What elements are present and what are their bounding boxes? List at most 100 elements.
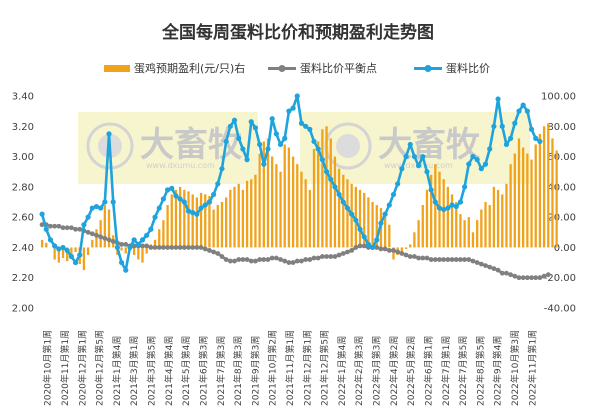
breakeven-point	[319, 254, 325, 259]
breakeven-point	[378, 246, 384, 252]
profit-bar	[526, 153, 529, 248]
watermark-text: 大畜牧	[140, 125, 243, 165]
ratio-point	[118, 259, 125, 266]
left-tick-label: 3.20	[12, 122, 34, 133]
ratio-point	[102, 199, 108, 205]
ratio-point	[374, 237, 380, 243]
profit-bar	[317, 141, 320, 248]
ratio-point	[491, 123, 497, 129]
breakeven-point	[232, 258, 237, 264]
left-tick-label: 3.00	[12, 152, 34, 163]
right-tick-label: 80.00	[547, 122, 576, 133]
profit-bar	[463, 220, 466, 248]
ratio-point	[495, 96, 501, 102]
right-axis: -40.00 -20.00 0.00 20.00 40.00 60.00 80.00 100.…	[541, 92, 576, 315]
ratio-point	[344, 205, 351, 211]
ratio-point	[424, 169, 430, 175]
ratio-point	[353, 217, 359, 223]
profit-bar	[392, 247, 395, 260]
breakeven-point	[516, 275, 522, 281]
x-tick-label: 2022年7月第5周	[457, 336, 469, 406]
profit-bar	[346, 179, 349, 248]
left-axis: 2.00 2.20 2.40 2.60 2.80 3.00 3.20 3.40	[12, 92, 34, 315]
ratio-point	[357, 226, 363, 232]
breakeven-point	[324, 254, 329, 259]
profit-bar	[505, 183, 508, 248]
breakeven-point	[458, 257, 463, 262]
right-tick-label: 20.00	[547, 213, 576, 224]
profit-bar	[237, 183, 240, 248]
breakeven-point	[39, 222, 45, 228]
profit-bar	[275, 164, 278, 248]
breakeven-point	[541, 273, 547, 279]
ratio-point	[453, 203, 459, 210]
breakeven-point	[198, 245, 204, 250]
ratio-point	[127, 244, 133, 251]
ratio-point	[528, 126, 535, 132]
breakeven-point	[244, 257, 250, 262]
breakeven-point	[307, 257, 313, 262]
breakeven-point	[223, 257, 229, 262]
x-tick-label: 2022年4月第2周	[388, 336, 400, 406]
x-tick-label: 2020年11月第1周	[59, 330, 71, 406]
ratio-point	[219, 166, 225, 172]
breakeven-point	[474, 260, 480, 265]
breakeven-point	[236, 257, 242, 262]
profit-bar	[371, 202, 374, 248]
profit-bar	[95, 229, 98, 248]
breakeven-point	[257, 257, 263, 262]
ratio-point	[164, 187, 171, 193]
breakeven-point	[102, 235, 108, 241]
profit-bar	[329, 138, 332, 248]
profit-bar	[120, 247, 123, 251]
breakeven-point	[449, 257, 455, 262]
x-tick-label: 2021年9月第3周	[249, 336, 261, 406]
x-tick-label: 2021年3月第1周	[128, 336, 140, 406]
profit-bar	[363, 192, 366, 248]
ratio-point	[273, 131, 279, 137]
ratio-point	[98, 205, 104, 211]
profit-bar	[40, 239, 44, 248]
ratio-point	[395, 181, 401, 187]
breakeven-point	[470, 258, 476, 264]
profit-bar	[195, 197, 199, 248]
ratio-point	[39, 211, 45, 217]
x-tick-label: 2022年3月第3周	[371, 336, 383, 406]
ratio-point	[114, 244, 120, 251]
breakeven-point	[412, 254, 417, 259]
profit-bar	[233, 186, 236, 248]
breakeven-point	[215, 251, 221, 256]
ratio-point	[240, 146, 246, 152]
breakeven-point	[52, 223, 58, 229]
breakeven-point	[491, 266, 497, 272]
profit-bar	[446, 186, 450, 248]
breakeven-point	[533, 275, 539, 281]
breakeven-point	[545, 272, 551, 278]
ratio-point	[294, 93, 300, 99]
ratio-point	[365, 241, 371, 247]
profit-bar	[429, 174, 433, 248]
ratio-point	[123, 267, 129, 273]
profit-bar	[409, 244, 412, 248]
left-tick-label: 2.20	[12, 273, 34, 284]
profit-bar	[304, 179, 307, 248]
breakeven-point	[85, 229, 91, 235]
x-tick-label: 2021年8月第3周	[232, 336, 244, 406]
breakeven-point	[56, 223, 62, 229]
breakeven-point	[211, 249, 217, 255]
x-tick-label: 2020年10月第1周	[42, 330, 54, 406]
profit-bar	[296, 164, 299, 248]
breakeven-point	[361, 243, 367, 249]
profit-bar	[547, 123, 550, 248]
left-tick-label: 2.40	[12, 243, 34, 254]
breakeven-point	[445, 257, 451, 262]
profit-bar	[166, 205, 169, 248]
breakeven-point	[156, 245, 162, 250]
right-tick-label: 100.00	[541, 92, 576, 103]
breakeven-point	[261, 257, 267, 262]
ratio-point	[508, 135, 514, 141]
breakeven-point	[328, 254, 334, 259]
x-tick-label: 2022年1月第4周	[336, 336, 348, 406]
ratio-point	[64, 247, 70, 254]
